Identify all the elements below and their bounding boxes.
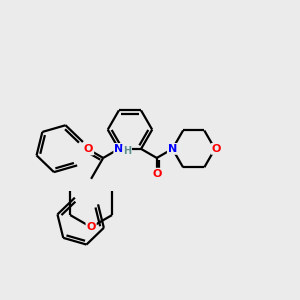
Text: O: O — [84, 145, 93, 154]
Text: O: O — [86, 222, 96, 232]
Text: H: H — [123, 146, 131, 156]
Text: O: O — [212, 144, 221, 154]
Text: N: N — [114, 144, 124, 154]
Text: O: O — [152, 169, 161, 178]
Text: N: N — [168, 144, 177, 154]
